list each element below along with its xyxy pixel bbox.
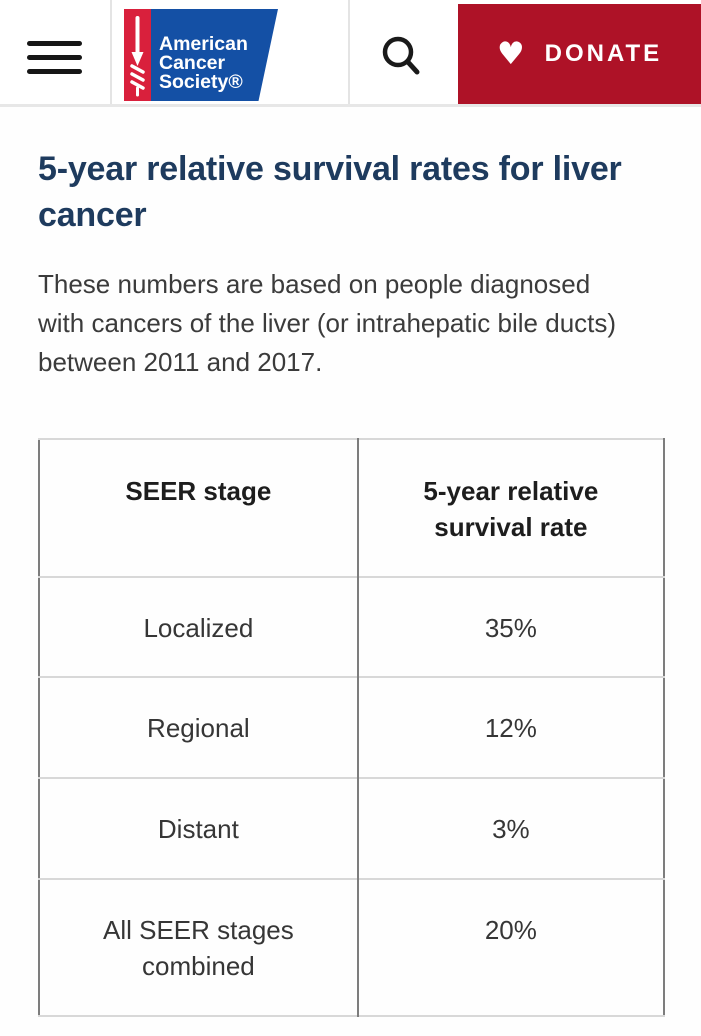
stage-cell: Distant: [157, 814, 239, 845]
rate-cell: 3%: [356, 778, 664, 880]
stage-cell: Localized: [143, 612, 254, 643]
page-title: 5-year relative survival rates for liver…: [38, 150, 622, 234]
menu-button[interactable]: [27, 41, 82, 74]
table-row: Localized 35%: [39, 576, 664, 678]
header-divider: [110, 0, 112, 104]
donate-label: DONATE: [544, 40, 663, 67]
heart-icon: ♥: [496, 35, 525, 72]
sword-icon: [130, 16, 145, 97]
acs-logo[interactable]: American Cancer Society®: [124, 9, 278, 101]
donate-button[interactable]: ♥ DONATE: [458, 4, 701, 104]
header-divider: [348, 0, 350, 104]
hamburger-icon: [27, 41, 82, 46]
stage-cell: All SEER stages combined: [103, 915, 294, 982]
logo-line-1: American: [159, 33, 248, 55]
logo-line-2: Cancer: [159, 52, 226, 74]
table-header-row: SEER stage 5-year relative survival rate: [39, 438, 664, 577]
table-row: Regional 12%: [39, 677, 664, 779]
search-icon: [382, 36, 420, 75]
stage-cell: Regional: [147, 713, 250, 744]
intro-paragraph: These numbers are based on people diagno…: [38, 268, 617, 377]
rate-cell: 12%: [356, 677, 664, 779]
search-button[interactable]: [377, 32, 425, 82]
survival-rates-table: SEER stage 5-year relative survival rate…: [38, 437, 665, 1017]
table-row: All SEER stages combined 20%: [39, 879, 664, 1016]
column-header-seer-stage: SEER stage: [125, 475, 272, 506]
rate-cell: 20%: [356, 879, 664, 1016]
acs-logo-graphic: American Cancer Society®: [124, 9, 278, 101]
rate-cell: 35%: [356, 576, 664, 678]
main-content: 5-year relative survival rates for liver…: [0, 147, 701, 1017]
column-header-survival-rate: 5-year relative survival rate: [356, 438, 664, 577]
site-header: American Cancer Society® ♥ DONATE: [0, 0, 701, 107]
logo-line-3: Society®: [159, 71, 243, 93]
table-row: Distant 3%: [39, 778, 664, 880]
